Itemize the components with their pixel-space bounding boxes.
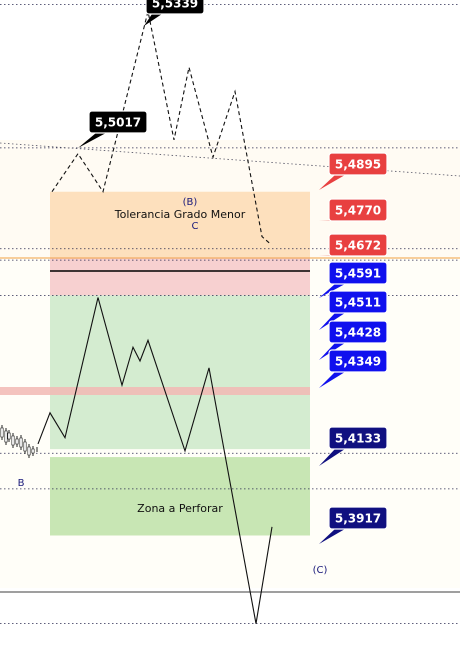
price-tag-label-11: 5,3917 (335, 512, 381, 526)
price-tag-9 (328, 349, 388, 373)
drill-zone-label: Zona a Perforar (137, 502, 223, 515)
tolerance-zone-label: Tolerancia Grado Menor (114, 208, 246, 221)
price-tag-8 (328, 320, 388, 344)
wave-label-4: (C) (313, 565, 328, 576)
candle-body-3 (7, 432, 11, 440)
wave-label-3: B (18, 478, 25, 489)
drill-zone (50, 457, 310, 536)
candle-body-7 (23, 441, 27, 452)
price-tag-7 (328, 290, 388, 314)
price-tag-label-10: 5,4133 (335, 432, 381, 446)
main-zone (50, 295, 310, 450)
price-tag-label-8: 5,4428 (335, 326, 381, 340)
price-tag-stem-3 (319, 175, 345, 190)
price-tag-1 (145, 0, 205, 15)
tolerance-zone (50, 191, 310, 258)
price-tag-label-6: 5,4591 (335, 267, 381, 281)
candle-body-2 (4, 430, 8, 443)
tolerance-overlap-zone (50, 257, 310, 296)
price-wave-line (37, 297, 273, 624)
price-tag-5 (328, 233, 388, 257)
price-tag-6 (328, 261, 388, 285)
price-tag-label-1: 5,5339 (152, 0, 198, 11)
price-tag-stem-10 (319, 449, 345, 466)
candle-body-6 (19, 437, 23, 448)
price-tag-stem-2 (78, 133, 106, 148)
candle-body-1 (0, 427, 4, 438)
pink-band (0, 387, 310, 395)
price-tag-stem-9 (319, 372, 345, 388)
price-tag-label-3: 5,4895 (335, 158, 381, 172)
candle-body-4 (11, 435, 15, 446)
price-tag-3 (328, 152, 388, 176)
price-tag-10 (328, 426, 388, 450)
price-tag-label-2: 5,5017 (95, 116, 141, 130)
price-tag-stem-1 (144, 14, 162, 26)
price-tag-label-5: 5,4672 (335, 239, 381, 253)
candle-body-9 (31, 448, 35, 454)
wave-label-2: C (192, 221, 199, 232)
candle-body-5 (15, 438, 19, 445)
price-tag-11 (328, 506, 388, 530)
price-tag-label-9: 5,4349 (335, 355, 381, 369)
price-tag-4 (328, 198, 388, 222)
wave-label-1: (B) (183, 197, 198, 208)
price-tag-stem-11 (319, 529, 345, 544)
price-tag-label-4: 5,4770 (335, 204, 381, 218)
price-tag-2 (88, 110, 148, 134)
candle-body-8 (27, 446, 31, 456)
price-tag-label-7: 5,4511 (335, 296, 381, 310)
